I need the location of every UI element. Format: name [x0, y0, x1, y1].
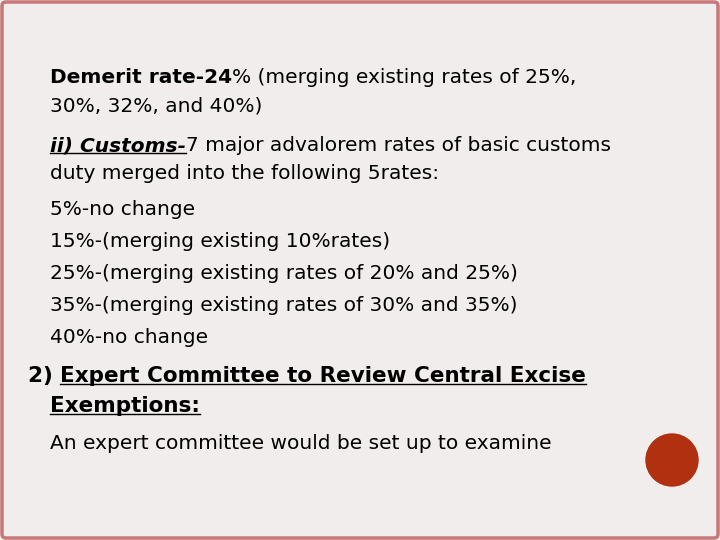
Text: 5%-no change: 5%-no change [50, 200, 195, 219]
Circle shape [646, 434, 698, 486]
Text: 25%-(merging existing rates of 20% and 25%): 25%-(merging existing rates of 20% and 2… [50, 264, 518, 283]
Text: 2): 2) [28, 366, 60, 386]
Text: ii) Customs-: ii) Customs- [50, 136, 186, 155]
Text: Exemptions:: Exemptions: [50, 396, 200, 416]
Text: 15%-(merging existing 10%rates): 15%-(merging existing 10%rates) [50, 232, 390, 251]
Text: 40%-no change: 40%-no change [50, 328, 208, 347]
Text: 35%-(merging existing rates of 30% and 35%): 35%-(merging existing rates of 30% and 3… [50, 296, 518, 315]
Text: duty merged into the following 5rates:: duty merged into the following 5rates: [50, 164, 439, 183]
Text: 7 major advalorem rates of basic customs: 7 major advalorem rates of basic customs [186, 136, 611, 155]
Text: Demerit rate-24: Demerit rate-24 [50, 68, 232, 87]
Text: An expert committee would be set up to examine: An expert committee would be set up to e… [50, 434, 552, 453]
Text: % (merging existing rates of 25%,: % (merging existing rates of 25%, [232, 68, 577, 87]
Text: 30%, 32%, and 40%): 30%, 32%, and 40%) [50, 96, 262, 115]
Text: Expert Committee to Review Central Excise: Expert Committee to Review Central Excis… [60, 366, 586, 386]
